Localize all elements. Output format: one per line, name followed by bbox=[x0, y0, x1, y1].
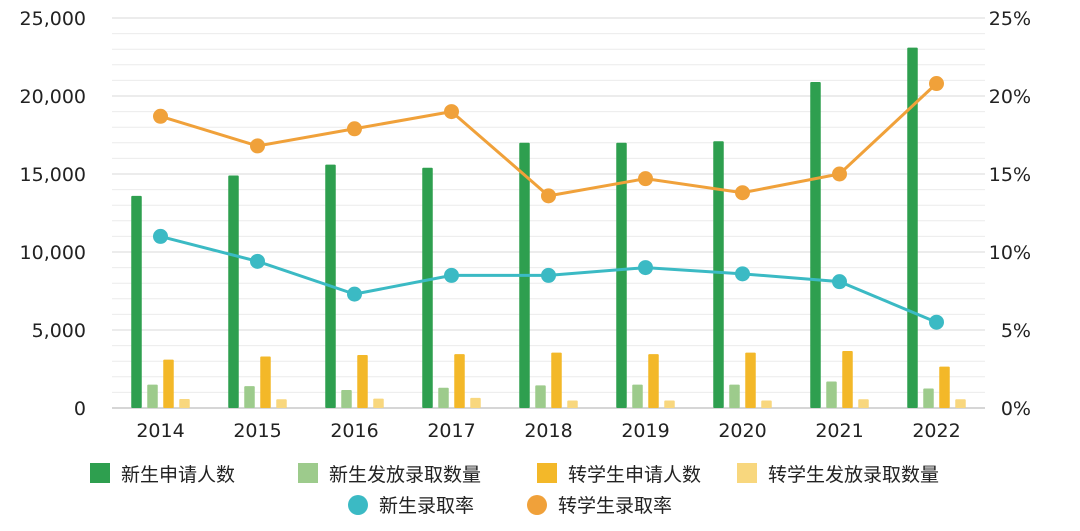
y-right-tick-label: 10% bbox=[989, 242, 1031, 264]
line-point-4 bbox=[832, 274, 847, 290]
line-point-5 bbox=[832, 166, 847, 182]
legend-swatch bbox=[298, 463, 318, 483]
bar-3 bbox=[955, 399, 966, 408]
y-right-tick-label: 15% bbox=[989, 164, 1031, 186]
line-point-5 bbox=[250, 138, 265, 154]
bar-2 bbox=[648, 354, 659, 408]
legend-label: 转学生录取率 bbox=[558, 495, 672, 517]
bar-3 bbox=[179, 398, 190, 408]
bar-3 bbox=[761, 400, 772, 408]
bar-0 bbox=[131, 195, 142, 408]
x-tick-label: 2016 bbox=[330, 420, 378, 442]
bar-1 bbox=[535, 385, 546, 408]
line-point-4 bbox=[444, 267, 459, 283]
bar-3 bbox=[470, 397, 481, 408]
bar-2 bbox=[842, 351, 853, 408]
legend-label: 新生申请人数 bbox=[121, 464, 235, 486]
bar-3 bbox=[664, 400, 675, 408]
line-point-4 bbox=[153, 228, 168, 244]
legend-swatch bbox=[90, 463, 110, 483]
bar-1 bbox=[438, 387, 449, 408]
y-left-tick-label: 25,000 bbox=[20, 8, 86, 30]
bar-2 bbox=[260, 356, 271, 408]
line-point-4 bbox=[347, 286, 362, 302]
bar-2 bbox=[939, 366, 950, 408]
bar-2 bbox=[745, 352, 756, 408]
x-tick-label: 2015 bbox=[233, 420, 281, 442]
y-left-tick-label: 5,000 bbox=[32, 320, 86, 342]
bar-1 bbox=[147, 384, 158, 408]
line-point-5 bbox=[347, 121, 362, 137]
bar-0 bbox=[810, 81, 821, 409]
x-tick-label: 2018 bbox=[524, 420, 572, 442]
bar-3 bbox=[858, 399, 869, 408]
bar-2 bbox=[163, 359, 174, 408]
line-point-5 bbox=[541, 188, 556, 204]
line-point-5 bbox=[153, 108, 168, 124]
bar-3 bbox=[276, 399, 287, 408]
y-right-tick-label: 20% bbox=[989, 86, 1031, 108]
x-tick-label: 2017 bbox=[427, 420, 475, 442]
bar-1 bbox=[923, 388, 934, 408]
bar-1 bbox=[729, 384, 740, 408]
legend-label: 新生录取率 bbox=[379, 495, 474, 517]
y-right-tick-label: 25% bbox=[989, 8, 1031, 30]
line-point-5 bbox=[638, 171, 653, 187]
y-left-tick-label: 20,000 bbox=[20, 86, 86, 108]
y-right-tick-label: 0% bbox=[1001, 398, 1031, 420]
bar-0 bbox=[422, 167, 433, 408]
bar-2 bbox=[551, 352, 562, 408]
bar-1 bbox=[244, 386, 255, 408]
line-point-4 bbox=[541, 267, 556, 283]
y-left-tick-label: 0 bbox=[74, 398, 86, 420]
line-point-4 bbox=[250, 253, 265, 269]
bar-1 bbox=[341, 390, 352, 408]
bar-0 bbox=[713, 141, 724, 409]
legend-swatch bbox=[527, 495, 547, 515]
bar-0 bbox=[228, 175, 239, 408]
legend-swatch bbox=[348, 495, 368, 515]
line-point-5 bbox=[929, 76, 944, 92]
y-left-tick-label: 15,000 bbox=[20, 164, 86, 186]
bar-1 bbox=[826, 381, 837, 408]
legend-swatch bbox=[537, 463, 557, 483]
bar-3 bbox=[373, 398, 384, 408]
line-point-4 bbox=[735, 266, 750, 282]
x-tick-label: 2021 bbox=[815, 420, 863, 442]
line-point-5 bbox=[444, 104, 459, 120]
bar-1 bbox=[632, 384, 643, 408]
x-tick-label: 2019 bbox=[621, 420, 669, 442]
bar-2 bbox=[357, 354, 368, 408]
bar-3 bbox=[567, 400, 578, 408]
bar-2 bbox=[454, 354, 465, 408]
legend-label: 转学生申请人数 bbox=[568, 464, 701, 486]
line-point-5 bbox=[735, 185, 750, 201]
legend-swatch bbox=[737, 463, 757, 483]
y-right-tick-label: 5% bbox=[1001, 320, 1031, 342]
x-tick-label: 2014 bbox=[136, 420, 184, 442]
x-tick-label: 2022 bbox=[912, 420, 960, 442]
bar-0 bbox=[616, 142, 627, 409]
y-left-tick-label: 10,000 bbox=[20, 242, 86, 264]
line-point-4 bbox=[638, 260, 653, 276]
x-tick-label: 2020 bbox=[718, 420, 766, 442]
legend-label: 转学生发放录取数量 bbox=[768, 464, 939, 486]
legend-label: 新生发放录取数量 bbox=[329, 464, 481, 486]
bar-0 bbox=[907, 47, 918, 408]
line-point-4 bbox=[929, 314, 944, 330]
